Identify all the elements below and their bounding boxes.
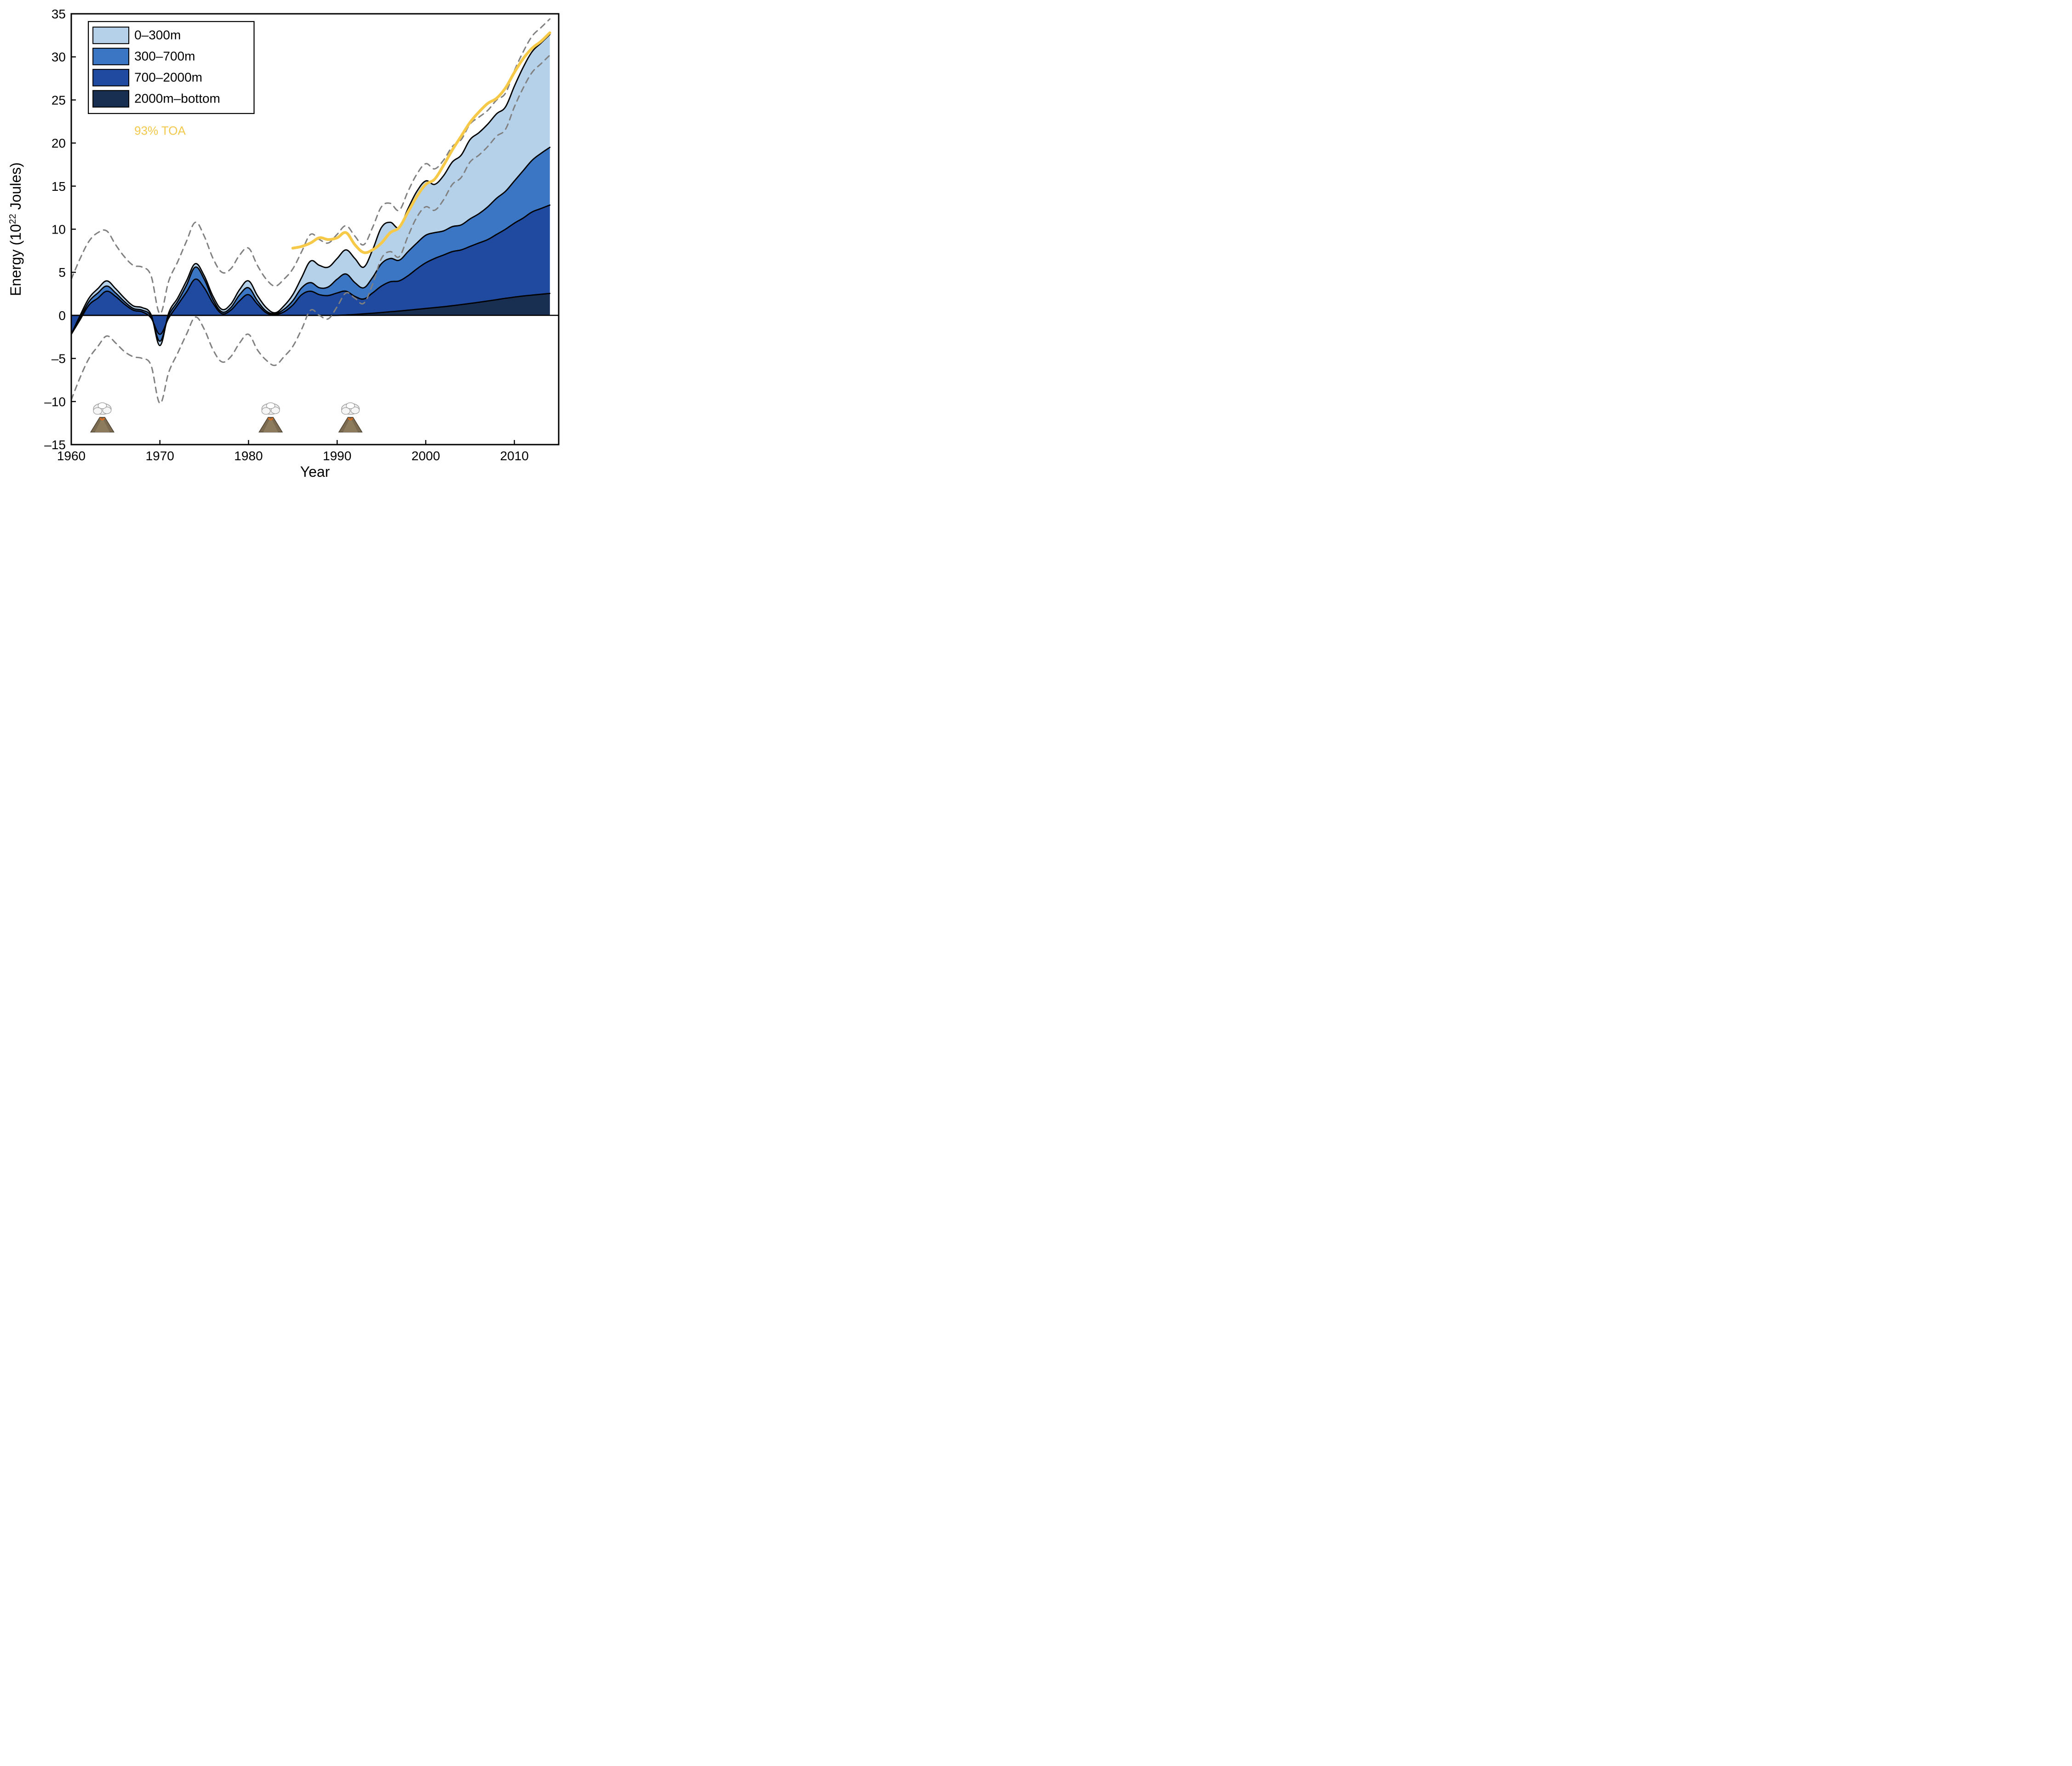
legend-label: 700–2000m bbox=[134, 70, 202, 85]
y-tick-label: 25 bbox=[52, 93, 66, 107]
y-tick-label: –15 bbox=[44, 438, 66, 452]
x-tick-label: 1980 bbox=[234, 449, 263, 463]
legend-label: 300–700m bbox=[134, 49, 195, 63]
chart-container: 196019701980199020002010Year–15–10–50510… bbox=[0, 0, 570, 486]
y-axis-label: Energy (1022 Joules) bbox=[7, 162, 24, 296]
y-tick-label: 10 bbox=[52, 223, 66, 237]
y-tick-label: 30 bbox=[52, 50, 66, 64]
y-tick-label: –5 bbox=[52, 352, 66, 366]
x-tick-label: 1990 bbox=[323, 449, 351, 463]
x-tick-label: 1970 bbox=[146, 449, 174, 463]
legend-label: 2000m–bottom bbox=[134, 91, 220, 106]
y-tick-label: 15 bbox=[52, 179, 66, 194]
legend-label: 0–300m bbox=[134, 28, 181, 42]
y-tick-label: 35 bbox=[52, 7, 66, 21]
x-tick-label: 2000 bbox=[412, 449, 440, 463]
y-tick-label: 5 bbox=[58, 265, 66, 280]
energy-stacked-area-chart: 196019701980199020002010Year–15–10–50510… bbox=[0, 0, 570, 486]
legend-swatch bbox=[93, 48, 129, 65]
y-tick-label: 20 bbox=[52, 136, 66, 150]
x-axis-label: Year bbox=[300, 463, 330, 480]
x-tick-label: 2010 bbox=[500, 449, 528, 463]
legend-swatch bbox=[93, 69, 129, 86]
legend-swatch bbox=[93, 91, 129, 107]
toa-label: 93% TOA bbox=[134, 124, 186, 137]
svg-text:Energy (1022 Joules): Energy (1022 Joules) bbox=[7, 162, 24, 296]
y-tick-label: 0 bbox=[58, 309, 66, 323]
legend-swatch bbox=[93, 27, 129, 44]
y-tick-label: –10 bbox=[44, 394, 66, 409]
